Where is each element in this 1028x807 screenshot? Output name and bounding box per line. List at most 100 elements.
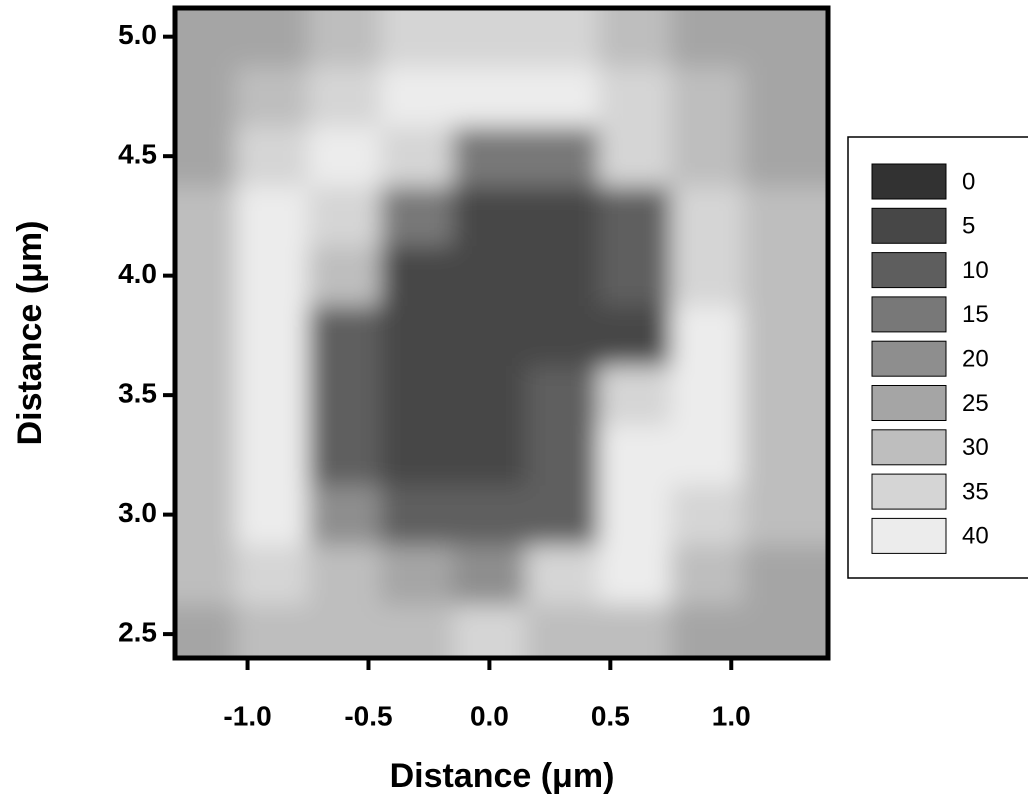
heat-cell: [235, 544, 308, 604]
heat-cell: [526, 604, 599, 778]
heat-cell: [671, 306, 744, 366]
heat-cell: [598, 67, 671, 127]
legend-label: 10: [962, 257, 989, 284]
heat-cell: [54, 306, 236, 366]
y-tick-label: 4.0: [118, 258, 157, 289]
heat-cell: [308, 544, 381, 604]
legend-swatch: [872, 430, 946, 465]
heat-cell: [381, 604, 454, 778]
heat-cell: [381, 186, 454, 246]
heat-cell: [453, 67, 526, 127]
heat-cell: [381, 544, 454, 604]
heat-cell: [743, 604, 949, 778]
heat-cell: [453, 544, 526, 604]
heat-cell: [526, 544, 599, 604]
legend-label: 5: [962, 213, 975, 240]
heat-cell: [526, 485, 599, 545]
heatmap: [54, 0, 949, 778]
heat-cell: [381, 365, 454, 425]
heat-cell: [526, 186, 599, 246]
heat-cell: [453, 425, 526, 485]
heat-cell: [235, 67, 308, 127]
heat-cell: [453, 126, 526, 186]
heat-cell: [381, 485, 454, 545]
legend-label: 30: [962, 434, 989, 461]
heat-cell: [308, 365, 381, 425]
heat-cell: [308, 246, 381, 306]
y-tick-label: 4.5: [118, 139, 157, 170]
legend-swatch: [872, 297, 946, 332]
x-tick-label: 1.0: [712, 700, 751, 731]
heat-cell: [54, 186, 236, 246]
heatmap-cells: [54, 0, 949, 778]
y-tick-label: 5.0: [118, 19, 157, 50]
heat-cell: [381, 306, 454, 366]
heat-cell: [235, 425, 308, 485]
legend-swatch: [872, 164, 946, 199]
heat-cell: [671, 544, 744, 604]
heat-cell: [235, 485, 308, 545]
heat-cell: [453, 306, 526, 366]
y-axis-label: Distance (μm): [11, 221, 49, 446]
heat-cell: [235, 186, 308, 246]
legend-swatch: [872, 208, 946, 243]
heat-cell: [54, 67, 236, 127]
heat-cell: [526, 306, 599, 366]
heat-cell: [308, 306, 381, 366]
legend-label: 25: [962, 390, 989, 417]
heat-cell: [526, 246, 599, 306]
heat-cell: [598, 186, 671, 246]
heat-cell: [308, 186, 381, 246]
legend-label: 20: [962, 346, 989, 373]
y-tick-label: 3.0: [118, 497, 157, 528]
heat-cell: [235, 306, 308, 366]
heat-cell: [308, 425, 381, 485]
heat-cell: [526, 425, 599, 485]
heat-cell: [308, 485, 381, 545]
x-tick-label: -0.5: [344, 700, 392, 731]
heat-cell: [381, 67, 454, 127]
heat-cell: [235, 604, 308, 778]
legend-label: 0: [962, 168, 975, 195]
heat-cell: [54, 425, 236, 485]
heat-cell: [526, 365, 599, 425]
heat-cell: [671, 186, 744, 246]
heat-cell: [598, 306, 671, 366]
heat-cell: [235, 126, 308, 186]
heat-cell: [598, 544, 671, 604]
heat-cell: [526, 126, 599, 186]
heat-cell: [308, 67, 381, 127]
legend-swatch: [872, 386, 946, 421]
heat-cell: [671, 485, 744, 545]
heat-cell: [671, 365, 744, 425]
heat-cell: [526, 67, 599, 127]
heat-cell: [671, 604, 744, 778]
y-tick-label: 3.5: [118, 378, 157, 409]
legend-swatch: [872, 518, 946, 553]
heat-cell: [381, 126, 454, 186]
heat-cell: [381, 246, 454, 306]
heat-cell: [598, 246, 671, 306]
heat-cell: [598, 365, 671, 425]
heat-cell: [453, 485, 526, 545]
x-tick-label: -1.0: [223, 700, 271, 731]
heat-cell: [671, 67, 744, 127]
heat-cell: [598, 425, 671, 485]
heat-cell: [598, 604, 671, 778]
heat-cell: [743, 67, 949, 127]
heat-cell: [381, 425, 454, 485]
heat-cell: [235, 365, 308, 425]
heat-cell: [453, 186, 526, 246]
heat-cell: [453, 604, 526, 778]
x-axis-label: Distance (μm): [390, 757, 615, 795]
legend-label: 15: [962, 301, 989, 328]
heat-cell: [671, 246, 744, 306]
heat-cell: [671, 126, 744, 186]
heat-cell: [308, 126, 381, 186]
heat-cell: [453, 246, 526, 306]
heat-cell: [235, 246, 308, 306]
legend-label: 40: [962, 523, 989, 550]
x-tick-label: 0.0: [470, 700, 509, 731]
heat-cell: [671, 425, 744, 485]
legend-swatch: [872, 253, 946, 288]
